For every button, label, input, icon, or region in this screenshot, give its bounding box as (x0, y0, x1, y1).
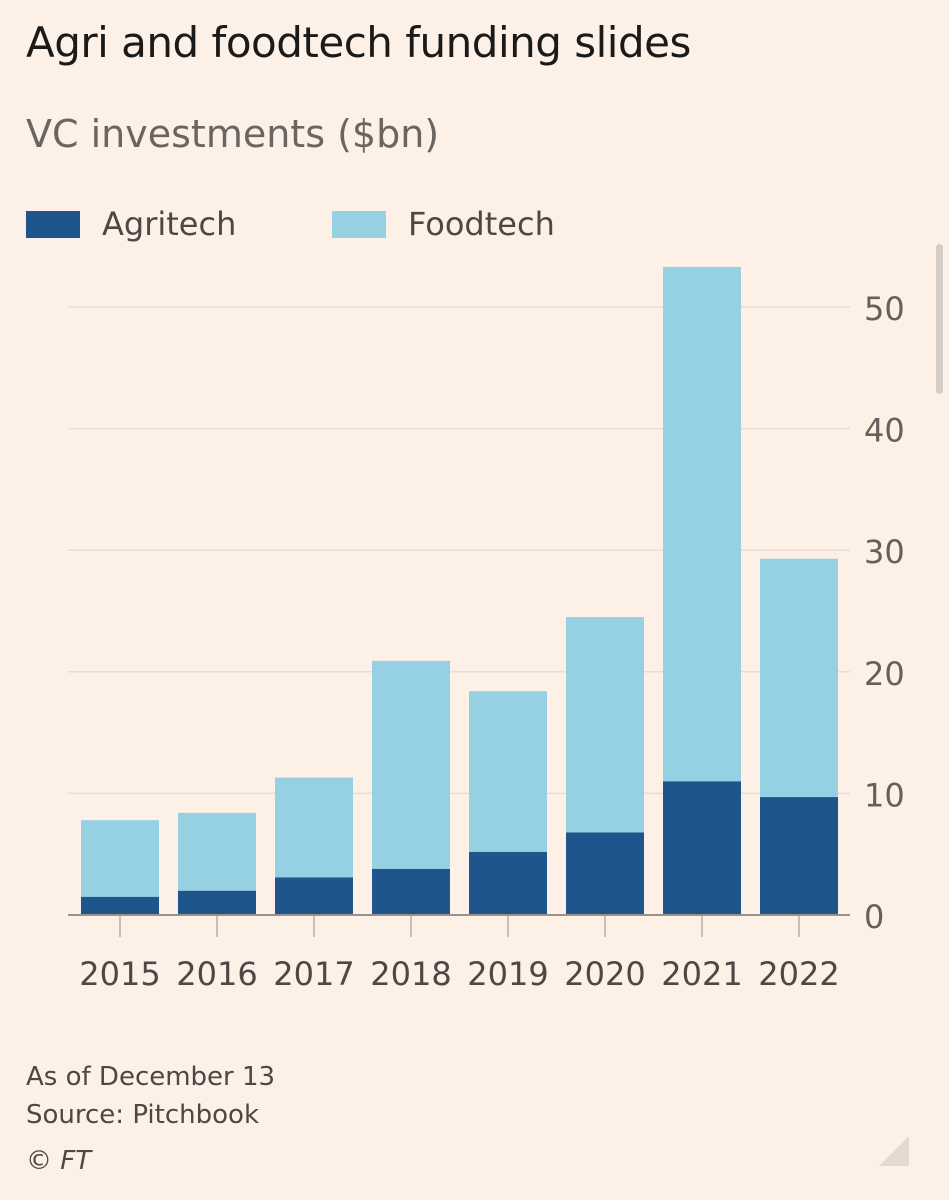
bar-agritech-2017 (275, 877, 353, 915)
x-tick-label-2017: 2017 (273, 955, 354, 993)
y-tick-label-40: 40 (864, 412, 905, 450)
bar-agritech-2020 (566, 832, 644, 915)
vertical-scrollbar[interactable] (936, 244, 943, 394)
bar-foodtech-2021 (663, 266, 741, 782)
y-tick-label-10: 10 (864, 776, 905, 814)
bar-foodtech-2020 (566, 617, 644, 833)
legend-item-agritech: Agritech (26, 204, 236, 244)
note-as-of: As of December 13 (26, 1062, 276, 1092)
y-tick-label-30: 30 (864, 533, 905, 571)
y-tick-label-20: 20 (864, 655, 905, 693)
bar-foodtech-2022 (760, 558, 838, 798)
legend-swatch-agritech (26, 210, 80, 238)
legend-label-foodtech: Foodtech (408, 205, 555, 243)
y-tick-label-0: 0 (864, 898, 884, 936)
bar-agritech-2022 (760, 797, 838, 915)
legend-swatch-foodtech (332, 210, 386, 238)
bar-agritech-2021 (663, 781, 741, 915)
legend-item-foodtech: Foodtech (332, 204, 555, 244)
x-tick-label-2022: 2022 (758, 955, 839, 993)
x-tick-label-2015: 2015 (79, 955, 160, 993)
bar-foodtech-2018 (372, 660, 450, 869)
bar-foodtech-2015 (81, 820, 159, 897)
x-tick-label-2018: 2018 (370, 955, 451, 993)
x-tick-label-2021: 2021 (661, 955, 742, 993)
x-tick-label-2020: 2020 (564, 955, 645, 993)
note-source: Source: Pitchbook (26, 1100, 259, 1130)
bar-agritech-2015 (81, 896, 159, 915)
bar-foodtech-2017 (275, 777, 353, 878)
x-tick-label-2016: 2016 (176, 955, 257, 993)
bar-foodtech-2019 (469, 691, 547, 852)
bar-agritech-2019 (469, 851, 547, 915)
bar-foodtech-2016 (178, 812, 256, 891)
bar-agritech-2018 (372, 868, 450, 915)
resize-handle-icon[interactable] (879, 1136, 909, 1166)
chart-title: Agri and foodtech funding slides (26, 18, 691, 67)
y-tick-label-50: 50 (864, 290, 905, 328)
chart-subtitle: VC investments ($bn) (26, 112, 440, 156)
legend-label-agritech: Agritech (102, 205, 237, 243)
note-copyright: © FT (26, 1146, 92, 1176)
bar-agritech-2016 (178, 890, 256, 915)
x-tick-label-2019: 2019 (467, 955, 548, 993)
